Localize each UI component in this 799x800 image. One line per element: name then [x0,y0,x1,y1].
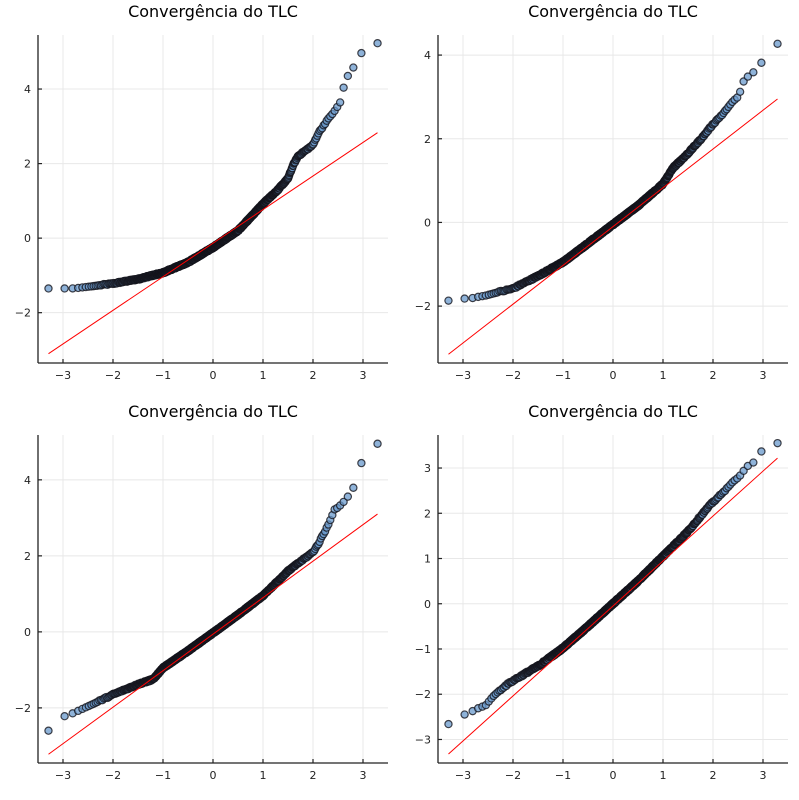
qq-point [349,483,358,492]
y-tick-label: 2 [424,507,431,520]
y-tick-label: −2 [15,702,31,715]
grid-lines [438,35,788,363]
y-tick-label: 1 [424,553,431,566]
x-tick-label: −3 [55,769,71,782]
qq-point [373,39,382,48]
y-tick-label: 4 [24,83,31,96]
x-tick-label: 2 [310,769,317,782]
subplot-title: Convergência do TLC [528,2,698,21]
x-tick-label: 1 [660,369,667,382]
subplot-title: Convergência do TLC [128,402,298,421]
grid-lines [38,435,388,763]
qq-point [460,294,469,303]
qq-point [757,58,766,67]
y-tick-label: −2 [415,688,431,701]
y-tick-label: 0 [24,626,31,639]
y-tick-label: −2 [415,300,431,313]
y-tick-label: 3 [424,462,431,475]
x-tick-label: 0 [210,769,217,782]
qq-point [335,98,345,107]
x-tick-label: −2 [105,369,121,382]
x-tick-label: −3 [55,369,71,382]
x-tick-label: −1 [155,369,171,382]
qq-point [339,83,348,92]
qq-point [373,439,382,448]
qq-point [460,710,469,719]
x-tick-label: 2 [310,369,317,382]
y-tick-label: 0 [424,598,431,611]
qq-point [343,71,353,81]
x-tick-label: −2 [105,769,121,782]
subplot-4: −3 −2 −1 0 1 2 3 −3 −2 −1 0 1 2 3 Convergência do TLC [415,402,788,782]
qq-point [60,284,69,293]
qq-point [773,438,782,448]
x-tick-label: 0 [610,369,617,382]
y-tick-label: 0 [24,232,31,245]
y-tick-label: 2 [424,133,431,146]
x-tick-label: 2 [710,369,717,382]
x-tick-label: 1 [660,769,667,782]
subplot-title: Convergência do TLC [128,2,298,21]
x-tick-label: −1 [555,769,571,782]
subplot-1: −3 −2 −1 0 1 2 3 −2 0 2 4 Convergência do TLC [15,2,388,382]
qq-point [444,719,453,729]
subplot-2: −3 −2 −1 0 1 2 3 −2 0 2 4 Convergência do TLC [415,2,788,382]
y-tick-label: −3 [415,733,431,746]
qq-point [44,284,53,293]
x-tick-label: 0 [610,769,617,782]
y-tick-label: 4 [24,474,31,487]
reference-line [48,132,378,355]
qq-point [735,87,745,97]
scatter-points [444,39,782,305]
subplot-title: Convergência do TLC [528,402,698,421]
qq-point [349,63,358,72]
qq-point [44,726,53,735]
x-tick-label: −2 [505,369,521,382]
y-tick-label: −1 [415,643,431,656]
qq-point [749,68,758,77]
y-tick-label: −2 [15,307,31,320]
y-tick-label: 2 [24,550,31,563]
x-tick-label: 3 [760,369,767,382]
x-tick-label: 3 [360,769,367,782]
qq-point [343,492,353,501]
x-tick-label: −3 [455,769,471,782]
x-tick-label: 3 [360,369,367,382]
qq-point [444,296,453,305]
y-tick-label: 4 [424,49,431,62]
x-tick-label: 1 [260,369,267,382]
qq-point [757,447,766,456]
grid-lines [38,35,388,363]
qq-point [357,48,366,58]
qq-point [60,712,69,721]
qq-point [357,458,366,468]
x-tick-label: −1 [555,369,571,382]
y-tick-label: 0 [424,216,431,229]
x-tick-label: −1 [155,769,171,782]
x-tick-label: 3 [760,769,767,782]
subplot-3: −3 −2 −1 0 1 2 3 −2 0 2 4 Convergência do TLC [15,402,388,782]
x-tick-label: 0 [210,369,217,382]
x-tick-label: 2 [710,769,717,782]
qq-point [749,458,758,467]
x-tick-label: 1 [260,769,267,782]
y-tick-label: 2 [24,158,31,171]
x-tick-label: −3 [455,369,471,382]
qq-point [773,39,782,48]
x-tick-label: −2 [505,769,521,782]
